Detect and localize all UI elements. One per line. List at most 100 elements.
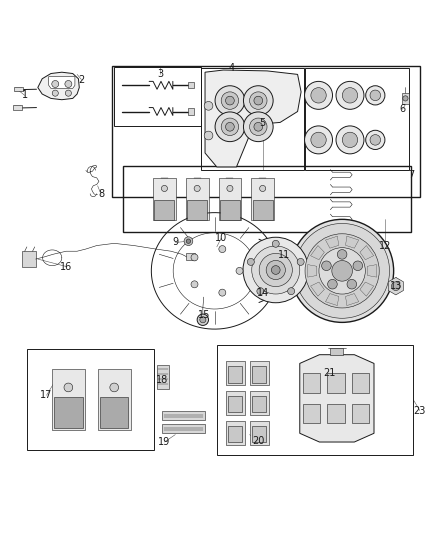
Text: 16: 16 — [60, 262, 72, 271]
Polygon shape — [325, 236, 339, 248]
Circle shape — [215, 86, 245, 116]
Circle shape — [184, 237, 193, 246]
Circle shape — [204, 101, 213, 110]
Circle shape — [295, 223, 389, 318]
Text: 21: 21 — [323, 368, 335, 378]
Circle shape — [191, 254, 198, 261]
Circle shape — [186, 239, 191, 244]
Polygon shape — [154, 200, 174, 220]
Bar — [252, 396, 266, 413]
Text: 3: 3 — [157, 69, 163, 78]
Bar — [352, 404, 369, 423]
Circle shape — [260, 185, 266, 191]
Circle shape — [366, 86, 385, 105]
Polygon shape — [388, 277, 403, 295]
Circle shape — [366, 130, 385, 149]
Circle shape — [197, 314, 208, 326]
Circle shape — [288, 288, 295, 295]
Polygon shape — [100, 398, 128, 428]
Circle shape — [336, 82, 364, 109]
Bar — [187, 108, 194, 115]
Text: 19: 19 — [158, 437, 170, 447]
Polygon shape — [153, 178, 176, 220]
Circle shape — [337, 249, 347, 259]
Polygon shape — [346, 294, 359, 305]
Polygon shape — [311, 246, 324, 260]
Bar — [14, 87, 22, 92]
Circle shape — [221, 118, 239, 135]
Circle shape — [236, 268, 243, 274]
Text: 23: 23 — [413, 406, 426, 416]
Text: 5: 5 — [260, 118, 266, 128]
Text: 6: 6 — [399, 104, 406, 114]
Bar — [327, 374, 345, 393]
Circle shape — [226, 96, 234, 105]
Polygon shape — [49, 77, 75, 88]
Circle shape — [259, 253, 292, 287]
Polygon shape — [325, 294, 339, 305]
Bar — [162, 410, 205, 420]
Circle shape — [250, 92, 267, 109]
Circle shape — [336, 126, 364, 154]
Circle shape — [370, 135, 381, 145]
Circle shape — [332, 261, 353, 281]
Circle shape — [311, 87, 326, 103]
Circle shape — [370, 90, 381, 101]
Polygon shape — [300, 354, 374, 442]
Polygon shape — [186, 178, 208, 220]
Polygon shape — [187, 200, 207, 220]
Circle shape — [305, 234, 379, 308]
Circle shape — [304, 126, 332, 154]
Circle shape — [221, 92, 239, 109]
Circle shape — [161, 185, 167, 191]
Polygon shape — [307, 264, 317, 277]
Polygon shape — [54, 398, 82, 428]
Circle shape — [257, 288, 264, 295]
Bar — [250, 421, 269, 445]
Text: 18: 18 — [156, 375, 168, 385]
Circle shape — [266, 261, 286, 280]
Polygon shape — [205, 70, 301, 167]
Polygon shape — [220, 200, 240, 220]
Bar — [250, 391, 269, 415]
Circle shape — [219, 246, 226, 253]
Circle shape — [403, 96, 408, 101]
Text: 7: 7 — [408, 170, 414, 180]
Polygon shape — [38, 72, 79, 100]
Circle shape — [343, 132, 358, 148]
Circle shape — [353, 261, 363, 271]
Circle shape — [311, 132, 326, 148]
Bar — [228, 396, 242, 413]
Text: 10: 10 — [215, 233, 227, 243]
Circle shape — [343, 87, 358, 103]
Bar — [114, 67, 201, 126]
Circle shape — [65, 90, 71, 96]
Bar — [250, 361, 269, 385]
Circle shape — [290, 220, 394, 322]
Circle shape — [243, 237, 308, 303]
Polygon shape — [253, 200, 273, 220]
Circle shape — [272, 240, 279, 247]
Circle shape — [191, 281, 198, 288]
Polygon shape — [346, 236, 359, 248]
Circle shape — [321, 261, 331, 271]
Text: 12: 12 — [379, 240, 391, 251]
Circle shape — [215, 112, 245, 142]
Text: 1: 1 — [21, 91, 28, 100]
Circle shape — [328, 279, 337, 289]
Bar — [157, 365, 169, 389]
Bar — [226, 391, 245, 415]
Circle shape — [52, 80, 59, 87]
Polygon shape — [360, 282, 374, 296]
Bar — [228, 426, 242, 442]
Bar — [21, 251, 35, 266]
Bar — [228, 367, 242, 383]
Circle shape — [204, 131, 213, 140]
Circle shape — [247, 259, 254, 265]
Circle shape — [244, 86, 273, 116]
Circle shape — [297, 259, 304, 265]
Text: 11: 11 — [278, 250, 290, 260]
Polygon shape — [251, 178, 274, 220]
Circle shape — [65, 80, 72, 87]
Text: 9: 9 — [172, 238, 178, 247]
